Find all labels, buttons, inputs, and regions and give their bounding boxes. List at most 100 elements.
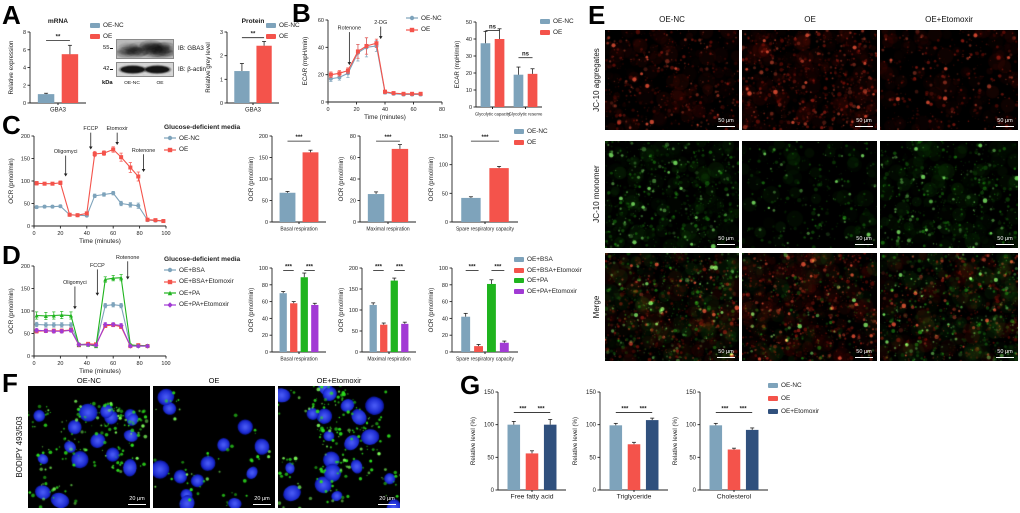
svg-text:0: 0 xyxy=(32,231,35,237)
svg-text:20: 20 xyxy=(442,333,448,339)
panel-label-a: A xyxy=(2,0,21,30)
svg-text:6: 6 xyxy=(23,48,26,54)
scale-bar: 50 μm xyxy=(996,118,1014,127)
micrograph-bodipy-oe-etomoxir: 20 μm xyxy=(278,386,400,508)
svg-text:***: *** xyxy=(740,407,748,413)
svg-text:1: 1 xyxy=(220,77,223,83)
legend-item-label: OE xyxy=(553,28,563,36)
svg-text:Cholesterol: Cholesterol xyxy=(717,494,752,501)
svg-text:Glycolytic capacity: Glycolytic capacity xyxy=(475,112,511,117)
svg-text:0: 0 xyxy=(445,350,448,356)
micrograph-bodipy-oe: 20 μm xyxy=(153,386,275,508)
legend-swatch-icon xyxy=(514,129,524,134)
legend-item-label: OE-NC xyxy=(553,18,574,25)
panel-label-e: E xyxy=(588,0,606,30)
svg-text:Oligomyci: Oligomyci xyxy=(63,280,87,286)
micrograph-jc10-aggregates-oe: 50 μm xyxy=(742,30,877,130)
legend-swatch-icon xyxy=(164,134,176,142)
ecar-bar-chart: 0 10 20 30 40 50 ECAR (mpH/min) Glycolytic capa… xyxy=(452,10,546,122)
svg-text:60: 60 xyxy=(442,300,448,306)
svg-text:ECAR (mpH/min): ECAR (mpH/min) xyxy=(302,37,309,86)
legend-swatch-icon xyxy=(768,383,778,388)
svg-text:100: 100 xyxy=(349,308,358,314)
svg-text:80: 80 xyxy=(137,361,143,367)
svg-text:**: ** xyxy=(251,32,256,38)
svg-text:50: 50 xyxy=(689,455,696,461)
legend-item-label: OE-NC xyxy=(179,134,200,142)
svg-text:150: 150 xyxy=(21,157,30,163)
svg-text:80: 80 xyxy=(262,283,268,289)
legend-item-label: OE+PA+Etomoxir xyxy=(527,287,577,295)
svg-text:60: 60 xyxy=(110,231,116,237)
svg-text:0: 0 xyxy=(220,101,223,107)
kda-label: kDa xyxy=(102,80,113,86)
triglyceride-chart: 0 50 100 150 Relative level (%) Triglyceride *… xyxy=(570,380,674,506)
ib-actin-label: IB: β-actin xyxy=(178,66,206,73)
svg-text:0: 0 xyxy=(355,350,358,356)
svg-text:40: 40 xyxy=(84,361,90,367)
svg-text:Rotenone: Rotenone xyxy=(132,148,155,154)
legend-d-line: Glucose-deficient media OE+BSA OE+BSA+Etom… xyxy=(164,256,241,309)
scale-bar: 50 μm xyxy=(996,349,1014,358)
svg-text:FCCP: FCCP xyxy=(83,126,98,132)
legend-swatch-icon xyxy=(406,26,418,34)
legend-item-label: OE xyxy=(103,32,113,40)
svg-text:50: 50 xyxy=(352,329,358,335)
svg-text:3: 3 xyxy=(220,30,223,36)
svg-text:***: *** xyxy=(481,135,489,141)
svg-text:150: 150 xyxy=(686,390,697,396)
legend-item-label: OE xyxy=(279,32,289,40)
svg-text:200: 200 xyxy=(259,134,268,140)
panel-label-c: C xyxy=(2,110,21,140)
svg-text:0: 0 xyxy=(693,488,697,494)
legend-item-label: OE-NC xyxy=(421,14,442,22)
legend-swatch-icon xyxy=(406,14,418,22)
micrograph-bodipy-oenc: 20 μm xyxy=(28,386,150,508)
svg-text:0: 0 xyxy=(265,350,268,356)
svg-text:OCR (pmol/min): OCR (pmol/min) xyxy=(8,288,15,333)
legend-c-bar: OE-NC OE xyxy=(514,128,548,149)
scale-bar: 20 μm xyxy=(128,496,146,505)
svg-text:Basal respiration: Basal respiration xyxy=(280,357,317,363)
svg-text:OCR (pmol/min): OCR (pmol/min) xyxy=(248,288,255,333)
svg-text:100: 100 xyxy=(484,423,495,429)
svg-text:0: 0 xyxy=(27,224,30,230)
row-label-bodipy: BODIPY 493/503 xyxy=(15,416,24,478)
svg-text:40: 40 xyxy=(442,316,448,322)
scale-bar: 50 μm xyxy=(717,236,735,245)
svg-text:Time (minutes): Time (minutes) xyxy=(364,114,406,121)
svg-text:150: 150 xyxy=(439,134,448,140)
svg-text:100: 100 xyxy=(259,266,268,272)
legend-item-label: OE+Etomoxir xyxy=(781,408,820,415)
svg-text:150: 150 xyxy=(586,390,597,396)
svg-text:40: 40 xyxy=(318,45,324,51)
free-fatty-acid-chart: 0 50 100 150 Relative level (%) Free fatty ac… xyxy=(468,380,572,506)
mw-marker-55: 55 xyxy=(103,45,114,51)
legend-swatch-icon xyxy=(266,23,276,28)
ecar-line-chart: 0 20 40 60 0 20 40 60 80 Time (minutes) ECAR (mpH/… xyxy=(300,10,448,122)
micrograph-merge-oenc: 50 μm xyxy=(605,253,739,361)
svg-text:ns: ns xyxy=(489,25,497,31)
legend-a-mrna: OE-NC OE xyxy=(90,22,124,43)
mw-marker-42: 42 xyxy=(103,66,114,72)
svg-text:***: *** xyxy=(538,407,546,413)
svg-text:30: 30 xyxy=(466,54,472,60)
legend-item-label: OE+PA xyxy=(527,277,549,284)
svg-text:Relative level (%): Relative level (%) xyxy=(672,417,679,465)
svg-text:OCR (pmol/min): OCR (pmol/min) xyxy=(338,157,345,202)
legend-swatch-icon xyxy=(164,289,176,297)
legend-swatch-icon xyxy=(768,396,778,401)
svg-text:50: 50 xyxy=(262,199,268,205)
svg-text:OCR (pmol/min): OCR (pmol/min) xyxy=(338,288,345,333)
svg-text:Time (minutes): Time (minutes) xyxy=(79,368,121,375)
legend-item-label: OE xyxy=(179,146,189,153)
svg-text:60: 60 xyxy=(110,361,116,367)
legend-swatch-icon xyxy=(164,301,176,309)
legend-item-label: OE xyxy=(421,26,431,33)
svg-text:2: 2 xyxy=(23,83,26,89)
svg-text:60: 60 xyxy=(318,18,324,24)
scale-bar: 50 μm xyxy=(855,236,873,245)
legend-item-label: OE xyxy=(781,395,791,402)
svg-text:Relative grey level: Relative grey level xyxy=(205,42,212,93)
scale-bar: 50 μm xyxy=(717,118,735,127)
